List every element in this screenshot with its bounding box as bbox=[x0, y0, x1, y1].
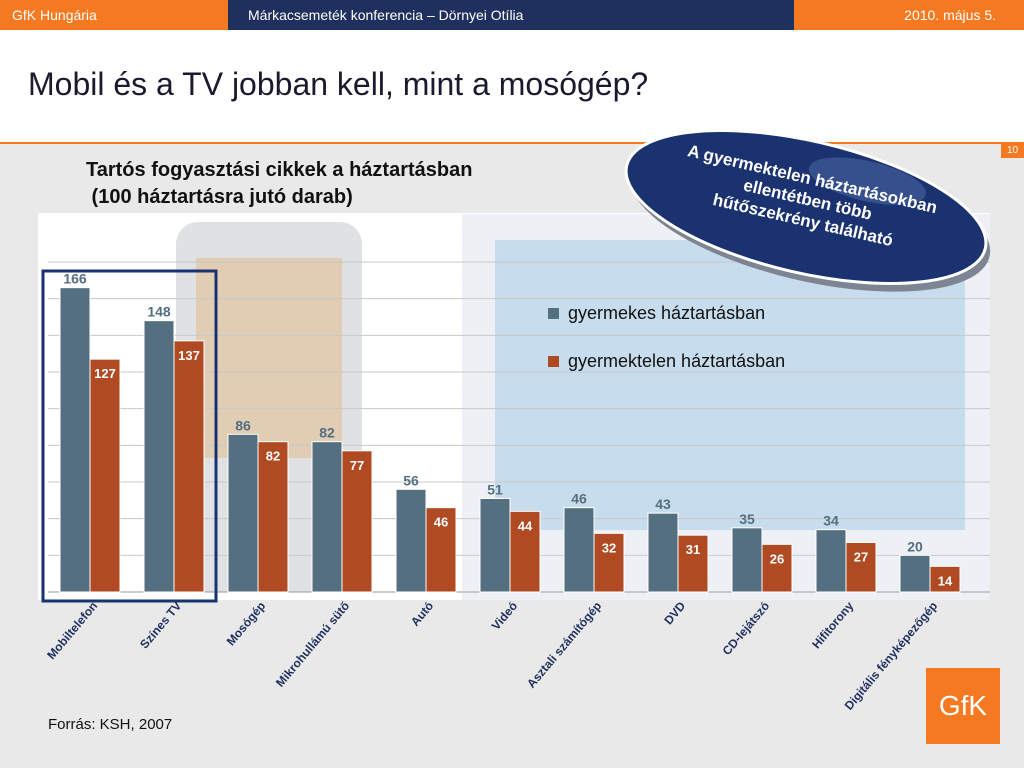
bar-gyermekes-6 bbox=[563, 507, 595, 593]
bar-gyermektelen-7 bbox=[677, 534, 709, 593]
data-label-gyermektelen: 32 bbox=[602, 540, 616, 555]
gfk-logo: GfK bbox=[926, 668, 1000, 744]
bar-gyermekes-10 bbox=[899, 554, 931, 593]
bar-gyermektelen-5 bbox=[509, 510, 541, 593]
x-tick-label: Mobiltelefon bbox=[44, 599, 100, 662]
data-label-gyermekes: 56 bbox=[403, 472, 419, 488]
data-label-gyermektelen: 127 bbox=[94, 366, 116, 381]
data-label-gyermektelen: 27 bbox=[854, 550, 868, 565]
data-label-gyermekes: 86 bbox=[235, 417, 251, 433]
phone-screen-photo bbox=[196, 258, 342, 458]
data-label-gyermektelen: 137 bbox=[178, 348, 200, 363]
page-number: 10 bbox=[1001, 144, 1024, 158]
data-label-gyermekes: 148 bbox=[147, 304, 171, 320]
bar-gyermekes-4 bbox=[395, 488, 427, 593]
callout-ellipse bbox=[624, 129, 988, 285]
bar-gyermekes-0 bbox=[59, 287, 91, 593]
date-label: 2010. május 5. bbox=[794, 0, 1024, 30]
data-label-gyermektelen: 31 bbox=[686, 542, 700, 557]
x-tick-label: CD-lejátszó bbox=[720, 599, 773, 658]
top-bar: GfK Hungária Márkacsemeték konferencia –… bbox=[0, 0, 1024, 30]
data-label-gyermekes: 82 bbox=[319, 425, 335, 441]
bar-gyermekes-3 bbox=[311, 441, 343, 593]
legend-label-1: gyermektelen háztartásban bbox=[568, 351, 785, 371]
source-note: Forrás: KSH, 2007 bbox=[48, 716, 173, 733]
company-label: GfK Hungária bbox=[0, 0, 228, 30]
bar-gyermektelen-6 bbox=[593, 532, 625, 593]
highlight-box bbox=[41, 269, 218, 603]
data-label-gyermekes: 35 bbox=[739, 511, 755, 527]
bar-gyermektelen-2 bbox=[257, 441, 289, 593]
data-label-gyermektelen: 82 bbox=[266, 449, 280, 464]
data-label-gyermekes: 46 bbox=[571, 491, 587, 507]
title-area: Mobil és a TV jobban kell, mint a mosógé… bbox=[0, 30, 1024, 144]
callout: A gyermektelen háztartásokbanellentétben… bbox=[624, 129, 991, 292]
callout-gloss bbox=[808, 157, 927, 205]
bar-gyermektelen-10 bbox=[929, 565, 961, 593]
data-label-gyermekes: 166 bbox=[63, 271, 87, 287]
data-label-gyermektelen: 77 bbox=[350, 458, 364, 473]
data-label-gyermektelen: 26 bbox=[770, 551, 784, 566]
bar-gyermektelen-9 bbox=[845, 542, 877, 593]
chart-title: Tartós fogyasztási cikkek a háztartásban… bbox=[86, 159, 473, 208]
data-label-gyermekes: 34 bbox=[823, 513, 839, 529]
bar-gyermekes-8 bbox=[731, 527, 763, 593]
bar-gyermektelen-8 bbox=[761, 543, 793, 593]
bar-gyermekes-1 bbox=[143, 320, 175, 593]
x-tick-label: Videó bbox=[489, 599, 521, 633]
x-tick-label: Hifitorony bbox=[809, 599, 856, 652]
data-label-gyermektelen: 14 bbox=[938, 573, 953, 588]
x-tick-label: Mikrohullámú sütő bbox=[273, 599, 352, 690]
bar-gyermektelen-0 bbox=[89, 358, 121, 593]
bar-gyermekes-7 bbox=[647, 512, 679, 593]
x-tick-label: Autó bbox=[408, 599, 436, 629]
data-label-gyermektelen: 46 bbox=[434, 515, 448, 530]
bar-gyermektelen-3 bbox=[341, 450, 373, 593]
x-tick-label: DVD bbox=[661, 599, 688, 628]
slide-title: Mobil és a TV jobban kell, mint a mosógé… bbox=[28, 66, 649, 102]
bar-gyermekes-5 bbox=[479, 498, 511, 593]
data-label-gyermekes: 20 bbox=[907, 538, 923, 554]
legend-label-0: gyermekes háztartásban bbox=[568, 303, 765, 323]
data-label-gyermekes: 43 bbox=[655, 496, 671, 512]
conference-label: Márkacsemeték konferencia – Dörnyei Otíl… bbox=[228, 0, 794, 30]
data-label-gyermektelen: 44 bbox=[518, 518, 533, 533]
legend-swatch-1 bbox=[548, 356, 559, 367]
bar-gyermekes-9 bbox=[815, 529, 847, 593]
x-tick-label: Színes TV bbox=[137, 599, 184, 651]
bar-gyermektelen-4 bbox=[425, 507, 457, 593]
data-label-gyermekes: 51 bbox=[487, 482, 503, 498]
x-tick-label: Mosógép bbox=[224, 599, 269, 648]
legend-swatch-0 bbox=[548, 308, 559, 319]
bar-gyermekes-2 bbox=[227, 433, 259, 593]
x-tick-label: Asztali számítógép bbox=[524, 599, 604, 691]
bar-gyermektelen-1 bbox=[173, 340, 205, 593]
